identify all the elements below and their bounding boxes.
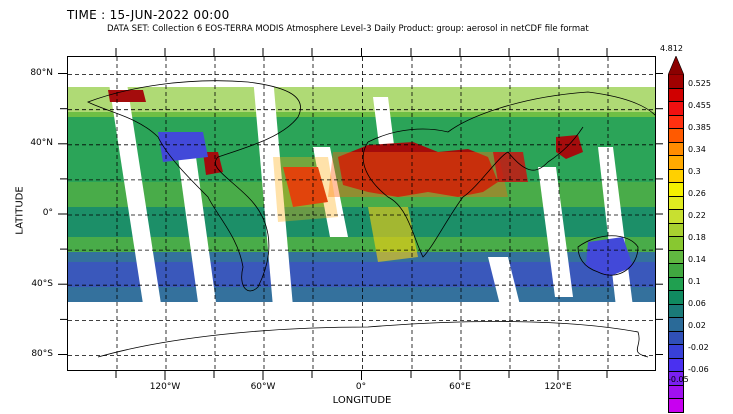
colorbar-min-label: -0.05 [668, 375, 689, 384]
colorbar-label: 0.385 [688, 123, 711, 132]
colorbar-label: 0.22 [688, 211, 706, 220]
y-tick-80n: 80°N [30, 68, 53, 78]
gridlines [68, 57, 655, 370]
x-axis-title: LONGITUDE [332, 395, 392, 406]
y-tick-40n: 40°N [30, 138, 53, 148]
colorbar-label: 0.525 [688, 79, 711, 88]
colorbar-label: 0.1 [688, 277, 701, 286]
time-title: TIME : 15-JUN-2022 00:00 [67, 8, 230, 22]
dataset-title: DATA SET: Collection 6 EOS-TERRA MODIS A… [107, 24, 589, 34]
colorbar-label: 0.18 [688, 233, 706, 242]
colorbar-label: 0.02 [688, 321, 706, 330]
x-tick-0: 0° [355, 382, 367, 392]
colorbar [668, 75, 684, 413]
colorbar-label: -0.02 [688, 343, 709, 352]
colorbar-label: 0.3 [688, 167, 701, 176]
colorbar-overflow-arrow-icon [668, 56, 684, 76]
colorbar-max-label: 4.812 [660, 44, 683, 53]
colorbar-label: 0.26 [688, 189, 706, 198]
y-tick-80s: 80°S [31, 349, 53, 359]
aerosol-data-layer [68, 57, 655, 370]
y-tick-0: 0° [42, 208, 53, 218]
colorbar-label: 0.06 [688, 299, 706, 308]
colorbar-label: 0.14 [688, 255, 706, 264]
map-plot-area[interactable] [67, 56, 656, 371]
colorbar-label: 0.34 [688, 145, 706, 154]
colorbar-label: 0.455 [688, 101, 711, 110]
x-tick-60e: 60°E [449, 382, 471, 392]
y-tick-40s: 40°S [31, 279, 53, 289]
x-tick-120w: 120°W [149, 382, 181, 392]
x-tick-60w: 60°W [250, 382, 276, 392]
coastlines [86, 80, 655, 358]
y-axis-title: LATITUDE [14, 186, 26, 235]
colorbar-label: -0.06 [688, 365, 709, 374]
aerosol-map [68, 57, 655, 370]
x-tick-120e: 120°E [544, 382, 572, 392]
